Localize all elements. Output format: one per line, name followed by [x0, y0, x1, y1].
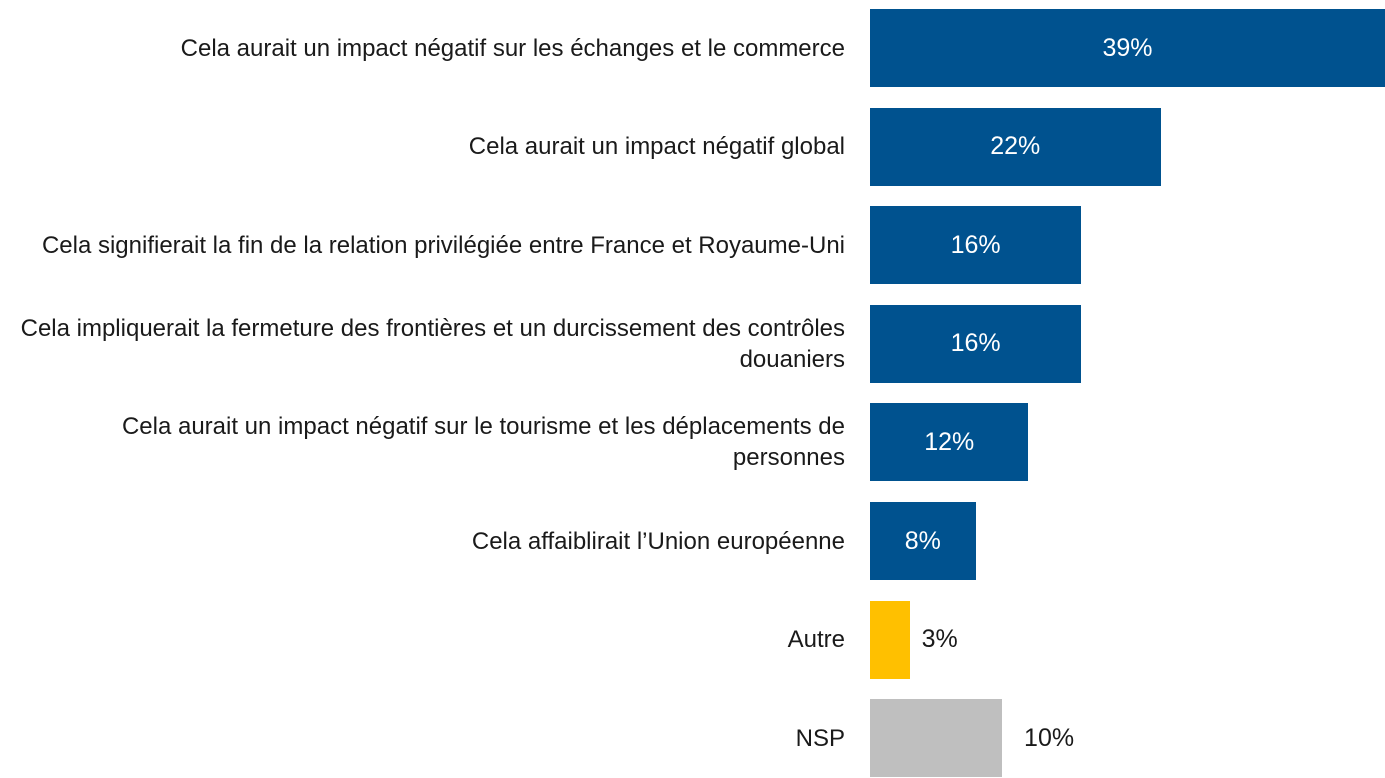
category-label: NSP	[795, 724, 845, 752]
bar	[870, 304, 1082, 383]
value-label: 16%	[950, 230, 1001, 259]
bar	[870, 502, 976, 580]
value-label: 22%	[990, 132, 1041, 161]
value-label: 3%	[921, 625, 958, 654]
category-label: Cela aurait un impact négatif sur les éc…	[180, 34, 845, 62]
bar	[870, 403, 1029, 482]
bar	[870, 206, 1082, 285]
value-label: 16%	[950, 329, 1001, 358]
category-label: Cela signifierait la fin de la relation …	[41, 231, 845, 259]
bar	[870, 600, 910, 679]
bar	[870, 9, 1385, 87]
bar	[870, 107, 1161, 186]
value-label: 10%	[1024, 723, 1075, 752]
category-label: Cela impliquerait la fermeture des front…	[20, 314, 845, 373]
category-label: Cela affaiblirait l’Union européenne	[471, 527, 845, 555]
value-label: 8%	[904, 526, 941, 555]
category-label: Autre	[787, 626, 845, 654]
category-label: Cela aurait un impact négatif global	[468, 133, 845, 161]
value-label: 12%	[924, 427, 975, 456]
bar	[870, 699, 1003, 778]
value-label: 39%	[1102, 33, 1153, 62]
category-label: Cela aurait un impact négatif sur le tou…	[121, 413, 845, 472]
